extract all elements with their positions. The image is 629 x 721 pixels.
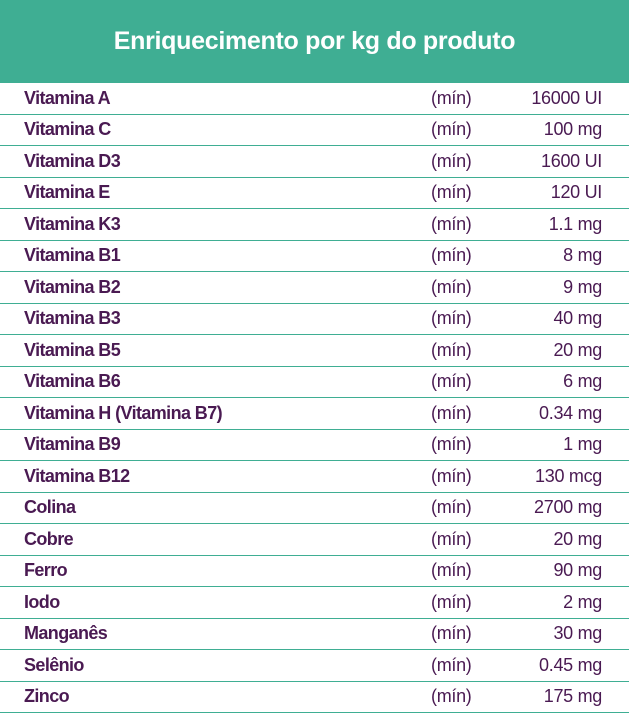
nutrient-name: Vitamina H (Vitamina B7): [24, 402, 223, 423]
table-row: Vitamina B9 (mín) 1 mg: [0, 430, 629, 461]
minimum-qualifier: (mín): [431, 87, 472, 108]
nutrient-name: Zinco: [24, 686, 70, 707]
minimum-qualifier: (mín): [431, 245, 472, 266]
nutrient-amount: 120 UI: [550, 182, 603, 203]
table-row: Selênio (mín) 0.45 mg: [0, 650, 629, 682]
table-row: Vitamina A (mín) 16000 UI: [0, 83, 629, 115]
table-row: Vitamina H (Vitamina B7) (mín) 0.34 mg: [0, 398, 629, 430]
minimum-qualifier: (mín): [431, 465, 472, 486]
minimum-qualifier: (mín): [431, 686, 472, 707]
nutrient-name: Vitamina K3: [24, 213, 121, 234]
table-row: Cobre (mín) 20 mg: [0, 524, 629, 556]
nutrient-name: Vitamina E: [24, 182, 110, 203]
table-row: Vitamina K3 (mín) 1.1 mg: [0, 209, 629, 241]
nutrient-name: Colina: [24, 497, 76, 518]
minimum-qualifier: (mín): [431, 591, 472, 612]
table-row: Vitamina B5 (mín) 20 mg: [0, 335, 629, 367]
table-row: Vitamina B6 (mín) 6 mg: [0, 367, 629, 398]
nutrient-name: Vitamina D3: [24, 150, 121, 171]
nutrient-amount: 0.45 mg: [539, 654, 602, 675]
table-row: Vitamina C (mín) 100 mg: [0, 115, 629, 146]
nutrient-name: Vitamina B3: [24, 308, 121, 329]
table-row: Iodo (mín) 2 mg: [0, 587, 629, 619]
minimum-qualifier: (mín): [431, 528, 472, 549]
nutrient-name: Vitamina B9: [24, 434, 121, 455]
table-row: Zinco (mín) 175 mg: [0, 682, 629, 713]
minimum-qualifier: (mín): [431, 339, 472, 360]
table-row: Ferro (mín) 90 mg: [0, 556, 629, 587]
nutrient-name: Vitamina B2: [24, 276, 121, 297]
nutrient-name: Vitamina A: [24, 87, 111, 108]
table-row: Vitamina B1 (mín) 8 mg: [0, 241, 629, 272]
table-title: Enriquecimento por kg do produto: [113, 27, 516, 55]
nutrient-name: Manganês: [24, 623, 108, 644]
minimum-qualifier: (mín): [431, 497, 472, 518]
nutrient-name: Selênio: [24, 654, 84, 675]
table-row: Manganês (mín) 30 mg: [0, 619, 629, 650]
table-row: Vitamina B2 (mín) 9 mg: [0, 272, 629, 304]
minimum-qualifier: (mín): [431, 623, 472, 644]
minimum-qualifier: (mín): [431, 308, 472, 329]
table-row: Colina (mín) 2700 mg: [0, 493, 629, 524]
minimum-qualifier: (mín): [431, 213, 472, 234]
minimum-qualifier: (mín): [431, 182, 472, 203]
minimum-qualifier: (mín): [431, 654, 472, 675]
table-row: Vitamina E (mín) 120 UI: [0, 178, 629, 209]
nutrient-amount: 2700 mg: [534, 497, 602, 518]
minimum-qualifier: (mín): [431, 276, 472, 297]
table-row: Vitamina D3 (mín) 1600 UI: [0, 146, 629, 178]
table-row: Vitamina B12 (mín) 130 mcg: [0, 461, 629, 493]
minimum-qualifier: (mín): [431, 560, 472, 581]
nutrient-name: Cobre: [24, 528, 74, 549]
nutrient-amount: 1 mg: [563, 434, 602, 455]
table-body: Vitamina A (mín) 16000 UI Vitamina C (mín) 10…: [0, 83, 629, 713]
nutrient-amount: 1.1 mg: [548, 213, 603, 234]
nutrient-amount: 20 mg: [553, 528, 602, 549]
nutrient-amount: 130 mcg: [535, 465, 602, 486]
nutrient-amount: 0.34 mg: [539, 402, 602, 423]
nutrient-name: Vitamina B12: [24, 465, 130, 486]
nutrient-amount: 9 mg: [563, 276, 602, 297]
table-header: Enriquecimento por kg do produto: [0, 0, 629, 83]
nutrient-name: Ferro: [24, 560, 68, 581]
minimum-qualifier: (mín): [431, 402, 472, 423]
nutrient-amount: 40 mg: [553, 308, 602, 329]
nutrient-amount: 8 mg: [563, 245, 602, 266]
table-row: Vitamina B3 (mín) 40 mg: [0, 304, 629, 335]
nutrient-amount: 1600 UI: [541, 150, 602, 171]
nutrient-amount: 100 mg: [543, 119, 603, 140]
minimum-qualifier: (mín): [431, 150, 472, 171]
nutrient-amount: 90 mg: [553, 560, 602, 581]
nutrient-amount: 20 mg: [553, 339, 602, 360]
nutrient-amount: 175 mg: [543, 686, 603, 707]
nutrient-name: Vitamina B5: [24, 339, 121, 360]
nutrient-name: Iodo: [24, 591, 60, 612]
nutrient-amount: 2 mg: [563, 591, 602, 612]
nutrient-amount: 30 mg: [553, 623, 602, 644]
nutrient-name: Vitamina B6: [24, 371, 121, 392]
minimum-qualifier: (mín): [431, 434, 472, 455]
nutrient-name: Vitamina B1: [24, 245, 121, 266]
nutrient-amount: 16000 UI: [531, 87, 602, 108]
minimum-qualifier: (mín): [431, 119, 472, 140]
minimum-qualifier: (mín): [431, 371, 472, 392]
nutrient-amount: 6 mg: [563, 371, 602, 392]
nutrient-name: Vitamina C: [24, 119, 111, 140]
